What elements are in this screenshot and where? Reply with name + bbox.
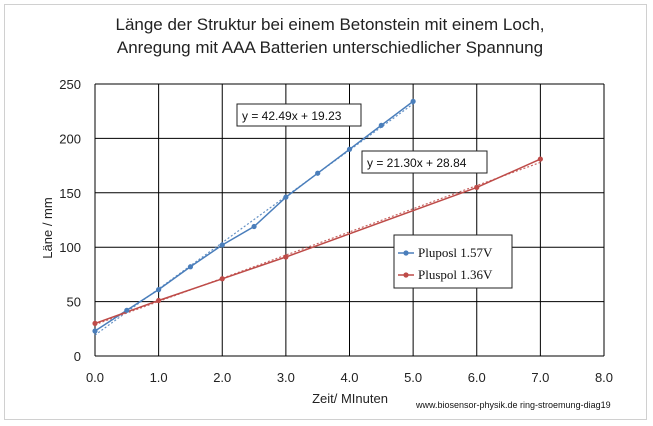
chart-frame (4, 4, 647, 420)
series-1-point-2 (156, 287, 162, 293)
x-tick-label-4: 4.0 (340, 370, 358, 385)
x-tick-label-3: 3.0 (277, 370, 295, 385)
series-1-point-1 (124, 307, 130, 313)
series-2-point-3 (283, 254, 289, 260)
watermark: www.biosensor-physik.de ring-stroemung-d… (415, 400, 611, 410)
y-tick-label-2: 100 (59, 240, 81, 255)
series-1-point-0 (92, 328, 98, 334)
x-tick-label-6: 6.0 (468, 370, 486, 385)
y-tick-label-5: 250 (59, 77, 81, 92)
x-tick-label-0: 0.0 (86, 370, 104, 385)
series-1-point-9 (378, 122, 384, 128)
equation-label-2: y = 21.30x + 28.84 (367, 156, 467, 170)
y-axis-label: Läne / mm (40, 197, 55, 258)
trendline-2 (94, 161, 541, 326)
series-2-point-2 (219, 276, 225, 282)
chart-title-line-1: Länge der Struktur bei einem Betonstein … (115, 15, 544, 34)
equation-box-1: y = 42.49x + 19.23 (236, 103, 362, 127)
legend-swatch-marker-1 (403, 250, 409, 256)
legend-label-2: Pluspol 1.36V (418, 267, 493, 282)
legend-swatch-marker-2 (403, 272, 409, 278)
series-line-1 (94, 100, 414, 332)
series-2-point-4 (474, 184, 480, 190)
series-2-point-0 (92, 320, 98, 326)
data-points (92, 98, 543, 334)
legend: Pluposl 1.57V Pluspol 1.36V (393, 234, 513, 289)
legend-box (393, 234, 513, 289)
x-tick-label-2: 2.0 (213, 370, 231, 385)
x-tick-label-1: 1.0 (150, 370, 168, 385)
chart-title-line-2: Anregung mit AAA Batterien unterschiedli… (117, 38, 543, 57)
y-tick-label-0: 0 (74, 349, 81, 364)
equation-box-2: y = 21.30x + 28.84 (361, 150, 488, 174)
x-tick-labels: 0.0 1.0 2.0 3.0 4.0 5.0 6.0 7.0 8.0 (86, 370, 613, 385)
series-lines (94, 100, 541, 332)
equation-label-1: y = 42.49x + 19.23 (242, 109, 342, 123)
y-tick-label-3: 150 (59, 186, 81, 201)
series-1-point-4 (219, 242, 225, 248)
series-1-point-3 (187, 264, 194, 270)
y-tick-label-4: 200 (59, 131, 81, 146)
equation-box-2-border (361, 150, 488, 174)
series-1-point-7 (315, 170, 321, 176)
series-1-point-5 (251, 223, 257, 230)
grid (94, 83, 605, 357)
y-tick-labels: 0 50 100 150 200 250 (59, 77, 81, 364)
x-axis-label: Zeit/ MInuten (312, 391, 388, 406)
x-tick-label-5: 5.0 (404, 370, 422, 385)
x-tick-label-8: 8.0 (595, 370, 613, 385)
y-tick-label-1: 50 (67, 295, 81, 310)
equation-box-1-border (236, 103, 362, 127)
series-2-point-5 (537, 156, 543, 162)
x-tick-label-7: 7.0 (531, 370, 549, 385)
series-1-point-10 (410, 98, 416, 105)
series-1-point-8 (346, 146, 353, 152)
series-2-point-1 (156, 297, 162, 304)
legend-label-1: Pluposl 1.57V (418, 245, 493, 260)
series-line-2 (94, 158, 541, 325)
series-1-point-6 (283, 194, 289, 200)
